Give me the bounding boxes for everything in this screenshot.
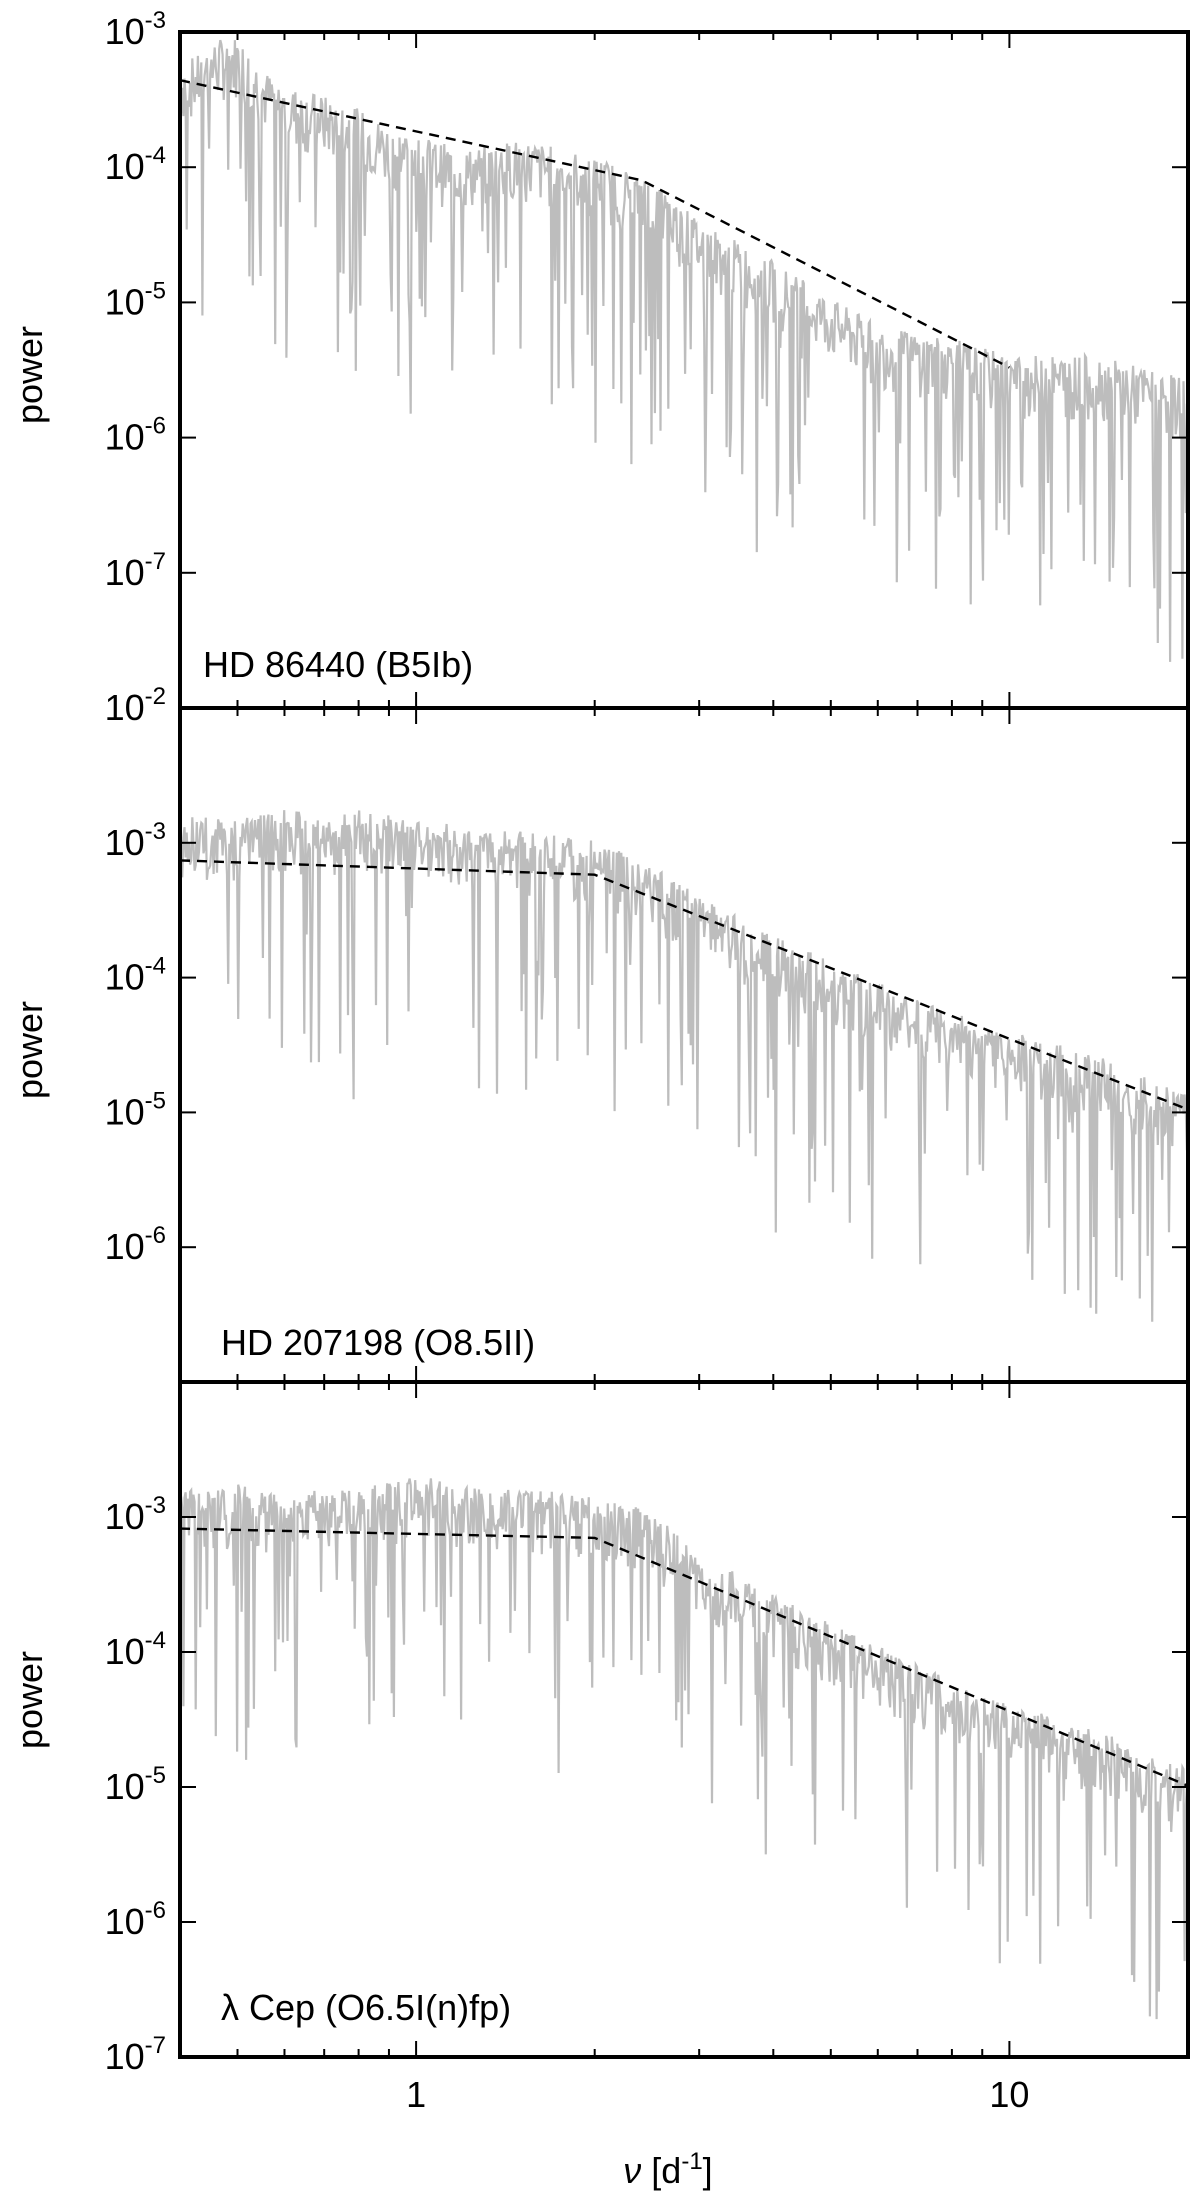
y-tick-label: 10-5 [105, 277, 166, 322]
y-tick-base: 10 [105, 1091, 145, 1132]
y-tick-base: 10 [105, 687, 145, 728]
y-tick-base: 10 [105, 1901, 145, 1942]
y-tick-exponent: -2 [145, 683, 166, 710]
y-tick-exponent: -5 [145, 1087, 166, 1114]
y-tick-exponent: -3 [145, 7, 166, 34]
y-tick-base: 10 [105, 417, 145, 458]
periodogram-line [180, 39, 1188, 662]
y-tick-label: 10-3 [105, 818, 166, 863]
y-tick-base: 10 [105, 2036, 145, 2077]
y-tick-label: 10-6 [105, 413, 166, 458]
x-axis-title-close: ] [703, 2150, 713, 2191]
x-tick-label: 10 [989, 2074, 1029, 2115]
y-tick-exponent: -7 [145, 2032, 166, 2059]
fit-line [180, 79, 1010, 369]
y-tick-exponent: -6 [145, 1897, 166, 1924]
y-tick-label: 10-7 [105, 548, 166, 593]
x-axis-title-unit: [d [641, 2150, 681, 2191]
y-tick-label: 10-5 [105, 1087, 166, 1132]
y-tick-label: 10-5 [105, 1762, 166, 1807]
panel-3-data-layer [180, 1478, 1188, 2020]
y-tick-base: 10 [105, 1226, 145, 1267]
y-tick-exponent: -3 [145, 1492, 166, 1519]
y-tick-base: 10 [105, 146, 145, 187]
panel-2-label: HD 207198 (O8.5II) [221, 1322, 535, 1363]
y-tick-label: 10-3 [105, 1492, 166, 1537]
panel-1-label: HD 86440 (B5Ib) [203, 644, 473, 685]
y-tick-base: 10 [105, 822, 145, 863]
panel-lambda-cep: 10-310-410-510-610-71 10 power λ Cep (O6.… [9, 1380, 1190, 2115]
panel-2-ylabel: power [9, 1001, 50, 1099]
y-tick-base: 10 [105, 1631, 145, 1672]
panel-3-ylabel: power [9, 1651, 50, 1749]
y-tick-label: 10-4 [105, 142, 166, 187]
y-tick-base: 10 [105, 552, 145, 593]
y-tick-exponent: -6 [145, 1222, 166, 1249]
y-tick-exponent: -5 [145, 277, 166, 304]
y-tick-base: 10 [105, 957, 145, 998]
x-axis-title-symbol: ν [623, 2150, 641, 2191]
y-tick-exponent: -7 [145, 548, 166, 575]
y-tick-exponent: -4 [145, 953, 166, 980]
periodogram-line [180, 1478, 1188, 2020]
y-tick-base: 10 [105, 281, 145, 322]
y-tick-exponent: -5 [145, 1762, 166, 1789]
x-tick-label: 1 [406, 2074, 426, 2115]
y-tick-label: 10-4 [105, 1627, 166, 1672]
x-axis-title-exp: -1 [681, 2148, 702, 2175]
y-tick-label: 10-2 [105, 683, 166, 728]
panel-2-data-layer [180, 810, 1188, 1322]
plot-frame [178, 1380, 1190, 2059]
fit-line [180, 1527, 1188, 1787]
y-tick-exponent: -4 [145, 1627, 166, 1654]
y-tick-label: 10-4 [105, 953, 166, 998]
y-tick-base: 10 [105, 1496, 145, 1537]
panel-1-data-layer [180, 39, 1188, 662]
y-tick-label: 10-6 [105, 1222, 166, 1267]
panel-1-ylabel: power [9, 326, 50, 424]
y-tick-label: 10-7 [105, 2032, 166, 2077]
panel-3-label: λ Cep (O6.5I(n)fp) [221, 1987, 511, 2028]
y-tick-exponent: -3 [145, 818, 166, 845]
y-tick-exponent: -6 [145, 413, 166, 440]
y-tick-base: 10 [105, 11, 145, 52]
y-tick-label: 10-6 [105, 1897, 166, 1942]
y-tick-label: 10-3 [105, 7, 166, 52]
y-tick-exponent: -4 [145, 142, 166, 169]
y-tick-base: 10 [105, 1766, 145, 1807]
panel-3-ticks: 10-310-410-510-610-71 10 [105, 1380, 1190, 2115]
fit-line [180, 859, 1188, 1111]
periodogram-line [180, 810, 1188, 1322]
x-axis-title: ν [d-1] [623, 2148, 712, 2191]
